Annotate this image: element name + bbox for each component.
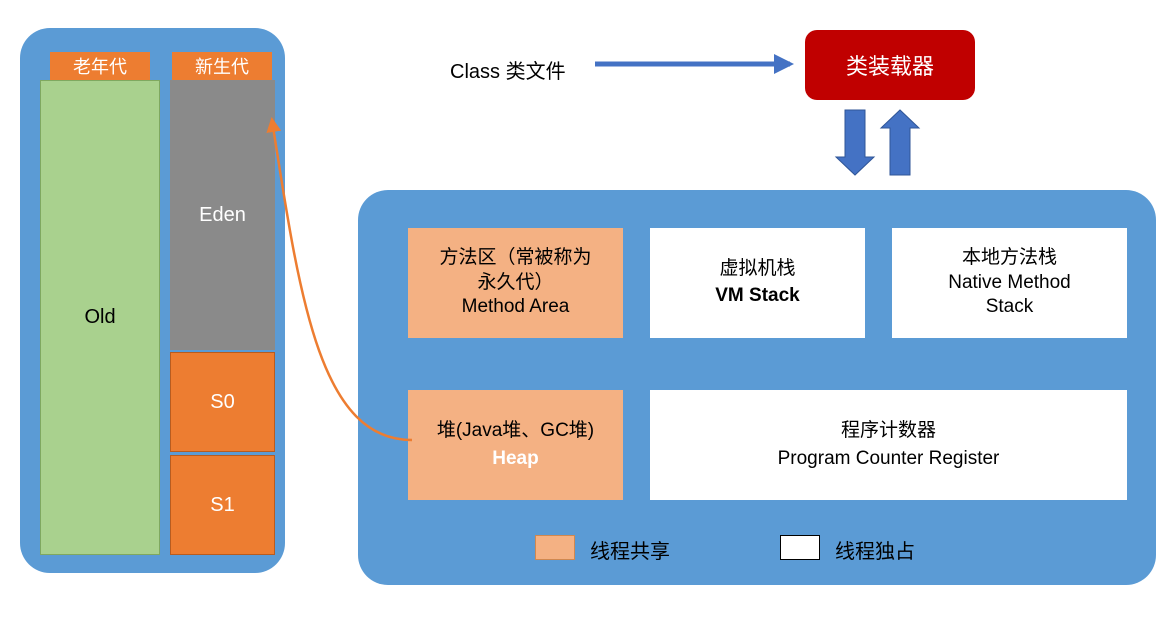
arrow-loader-down bbox=[836, 110, 874, 175]
eden-text: Eden bbox=[199, 204, 246, 227]
legend-shared-text: 线程共享 bbox=[590, 541, 670, 563]
old-gen-header: 老年代 bbox=[50, 52, 150, 80]
legend-swatch-shared bbox=[535, 535, 575, 560]
method-area-box: 方法区（常被称为 永久代） Method Area bbox=[408, 228, 623, 338]
class-loader-text: 类装载器 bbox=[846, 49, 934, 81]
legend-exclusive-text: 线程独占 bbox=[835, 541, 915, 563]
eden-block: Eden bbox=[170, 80, 275, 350]
s0-block: S0 bbox=[170, 352, 275, 452]
native-stack-box: 本地方法栈 Native Method Stack bbox=[892, 228, 1127, 338]
heap-l1: 堆(Java堆、GC堆) bbox=[437, 417, 594, 446]
old-gen-header-text: 老年代 bbox=[73, 53, 127, 79]
vm-stack-l2: VM Stack bbox=[715, 283, 799, 310]
vm-stack-l1: 虚拟机栈 bbox=[719, 256, 795, 283]
method-area-l3: Method Area bbox=[462, 295, 570, 320]
heap-l2: Heap bbox=[492, 445, 538, 474]
native-stack-l1: 本地方法栈 bbox=[962, 246, 1057, 271]
s0-text: S0 bbox=[210, 391, 234, 414]
arrow-loader-up bbox=[881, 110, 919, 175]
heap-box: 堆(Java堆、GC堆) Heap bbox=[408, 390, 623, 500]
class-loader-box: 类装载器 bbox=[805, 30, 975, 100]
new-gen-header-text: 新生代 bbox=[195, 53, 249, 79]
vm-stack-box: 虚拟机栈 VM Stack bbox=[650, 228, 865, 338]
old-column: Old bbox=[40, 80, 160, 555]
legend-swatch-exclusive bbox=[780, 535, 820, 560]
method-area-l2: 永久代） bbox=[477, 271, 553, 296]
pcr-l1: 程序计数器 bbox=[841, 417, 936, 446]
native-stack-l2: Native Method bbox=[948, 271, 1071, 296]
new-gen-header: 新生代 bbox=[172, 52, 272, 80]
method-area-l1: 方法区（常被称为 bbox=[439, 246, 591, 271]
s1-block: S1 bbox=[170, 455, 275, 555]
pcr-box: 程序计数器 Program Counter Register bbox=[650, 390, 1127, 500]
legend-label-exclusive: 线程独占 bbox=[835, 535, 915, 564]
native-stack-l3: Stack bbox=[986, 295, 1034, 320]
pcr-l2: Program Counter Register bbox=[778, 445, 1000, 474]
class-file-label: Class 类文件 bbox=[450, 55, 566, 84]
legend-label-shared: 线程共享 bbox=[590, 535, 670, 564]
s1-text: S1 bbox=[210, 494, 234, 517]
class-file-text: Class 类文件 bbox=[450, 61, 566, 83]
old-column-text: Old bbox=[84, 306, 115, 329]
